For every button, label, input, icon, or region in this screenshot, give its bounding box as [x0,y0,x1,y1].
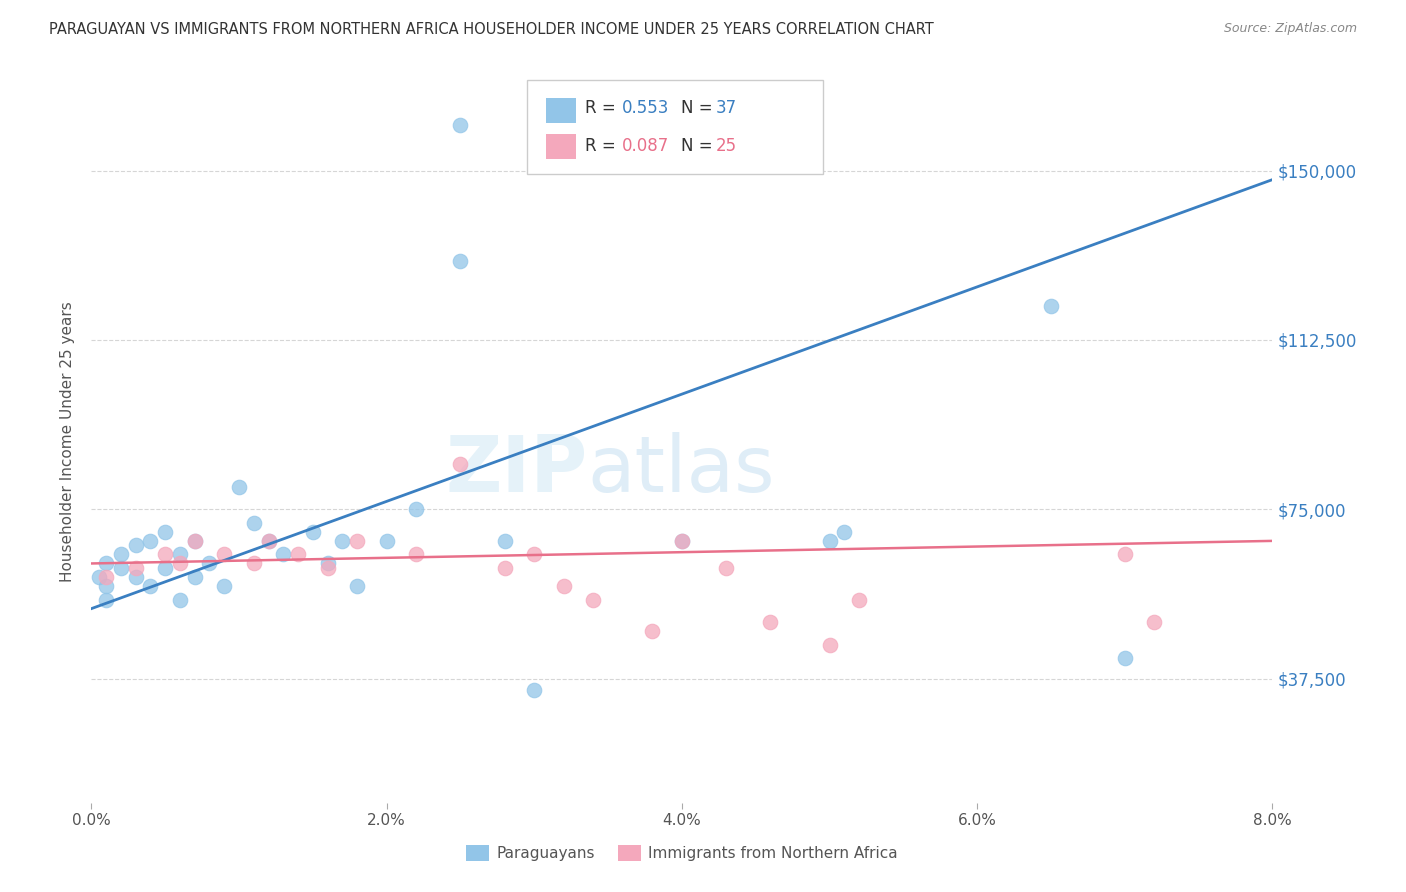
Point [139,579,162,593]
Point [183,570,207,584]
Legend: Paraguayans, Immigrants from Northern Africa: Paraguayans, Immigrants from Northern Af… [460,839,904,867]
Point [301,524,323,539]
Point [1143,615,1166,630]
Point [714,561,737,575]
Point [169,548,191,562]
Point [124,538,148,552]
Point [243,516,266,530]
Point [332,533,354,548]
Point [87,570,110,584]
Point [169,557,191,571]
Point [110,548,132,562]
Point [316,561,339,575]
Point [110,561,132,575]
Point [450,253,472,268]
Point [1114,651,1136,665]
Text: 0.553: 0.553 [621,100,669,118]
Point [257,533,280,548]
Point [228,480,250,494]
Point [198,557,221,571]
Point [96,579,118,593]
Text: R =: R = [585,136,621,154]
Text: 0.087: 0.087 [621,136,669,154]
Point [271,548,295,562]
Text: 37: 37 [716,100,737,118]
Point [183,533,207,548]
Point [450,119,472,133]
Point [818,533,841,548]
Text: N =: N = [681,136,717,154]
Point [96,557,118,571]
Text: R =: R = [585,100,621,118]
Point [169,592,191,607]
Point [405,502,427,516]
Point [153,548,177,562]
Point [124,570,148,584]
Point [848,592,870,607]
Point [450,457,472,471]
Point [214,579,236,593]
Point [832,524,855,539]
Point [139,533,162,548]
Point [553,579,575,593]
Point [346,579,368,593]
Point [759,615,782,630]
Text: PARAGUAYAN VS IMMIGRANTS FROM NORTHERN AFRICA HOUSEHOLDER INCOME UNDER 25 YEARS : PARAGUAYAN VS IMMIGRANTS FROM NORTHERN A… [49,22,934,37]
Text: atlas: atlas [588,433,775,508]
Point [287,548,309,562]
Point [671,533,693,548]
Y-axis label: Householder Income Under 25 years: Householder Income Under 25 years [60,301,76,582]
Point [375,533,398,548]
Point [523,548,546,562]
Point [523,682,546,697]
Point [494,533,516,548]
Point [316,557,339,571]
Point [183,533,207,548]
Point [346,533,368,548]
Point [257,533,280,548]
Point [641,624,664,639]
Point [243,557,266,571]
Point [818,638,841,652]
Point [494,561,516,575]
Point [1114,548,1136,562]
Point [1040,299,1063,313]
Point [671,533,693,548]
Point [96,570,118,584]
Point [153,561,177,575]
Point [96,592,118,607]
Text: Source: ZipAtlas.com: Source: ZipAtlas.com [1223,22,1357,36]
Text: ZIP: ZIP [446,433,588,508]
Point [214,548,236,562]
Point [153,524,177,539]
Point [124,561,148,575]
Text: 25: 25 [716,136,737,154]
Point [582,592,605,607]
Point [405,548,427,562]
Text: N =: N = [681,100,717,118]
